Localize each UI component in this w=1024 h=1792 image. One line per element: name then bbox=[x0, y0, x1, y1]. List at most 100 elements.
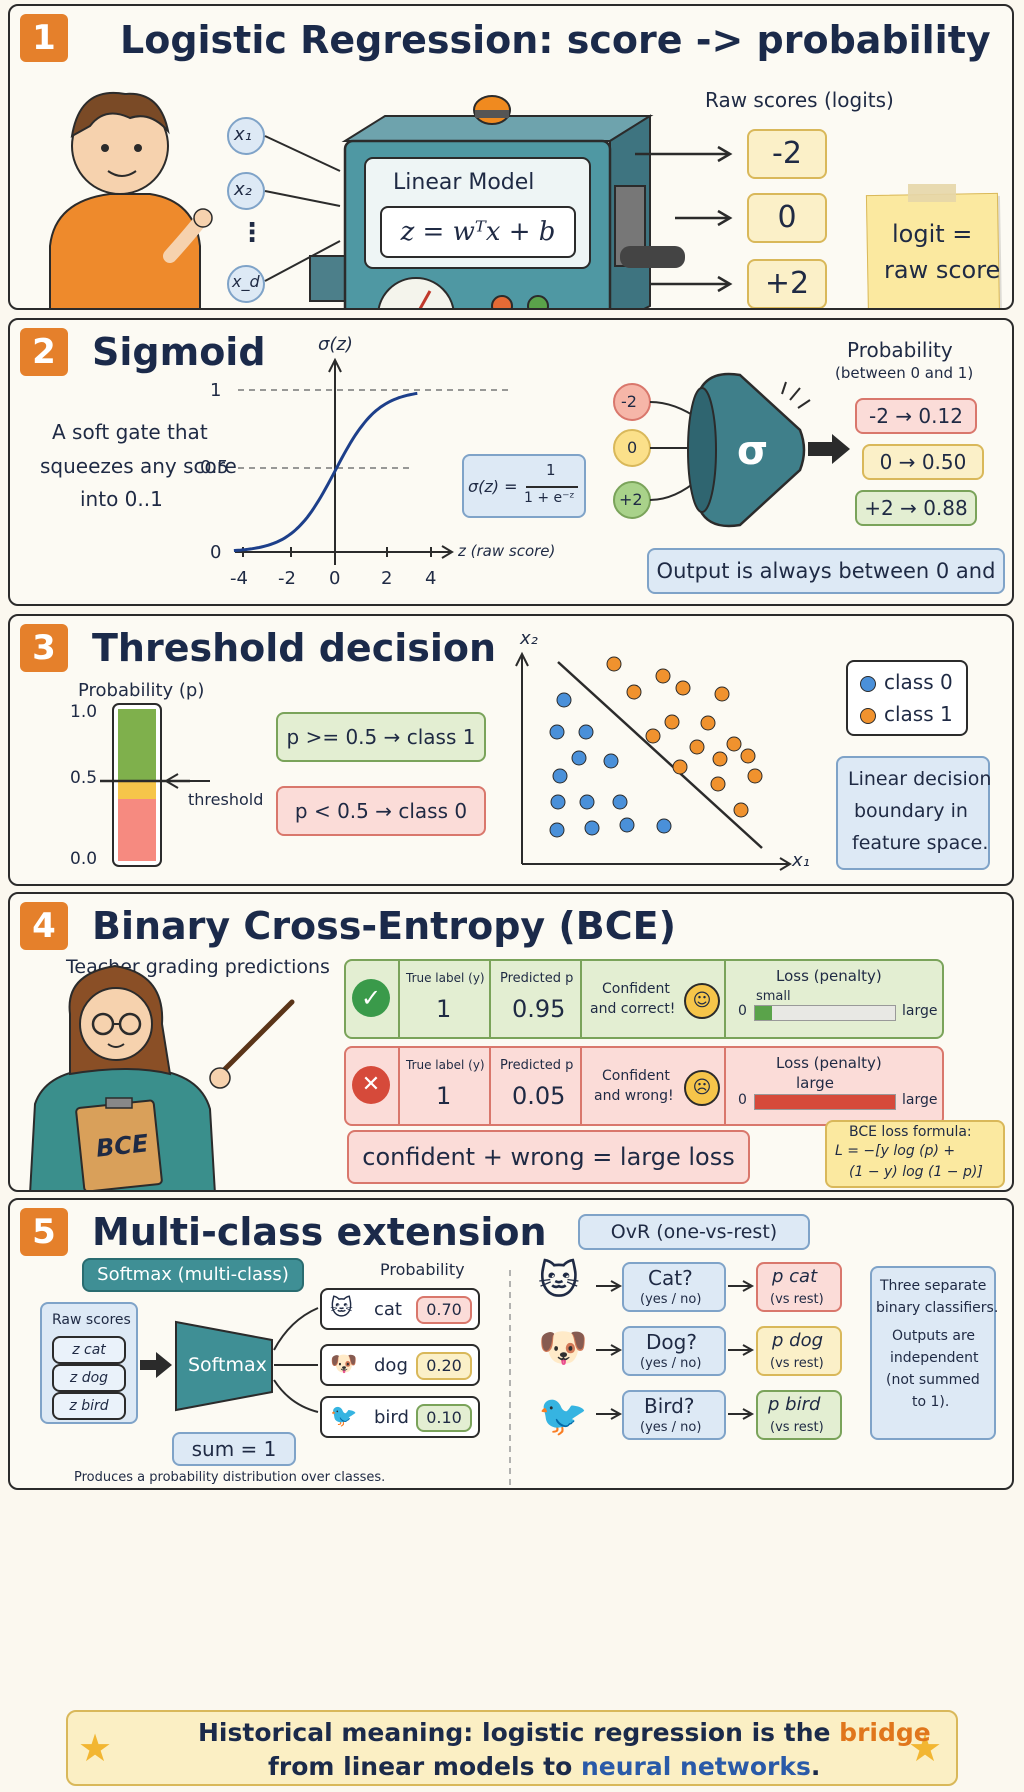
x-tick-2: 2 bbox=[381, 568, 393, 589]
ovr-note-line6: to 1). bbox=[912, 1394, 950, 1410]
sigmoid-curve bbox=[233, 391, 418, 553]
loss-word: large bbox=[796, 1074, 835, 1092]
class1-point bbox=[672, 759, 688, 775]
bar-title: Probability (p) bbox=[78, 680, 205, 701]
sigmoid-gate-drawing bbox=[613, 372, 850, 528]
class0-point bbox=[550, 794, 566, 810]
class0-point bbox=[549, 822, 565, 838]
ovr-bird-output: p bird (vs rest) bbox=[756, 1390, 842, 1440]
class1-point bbox=[626, 684, 642, 700]
panel-logistic-regression: 1 Logistic Regression: score -> probabil… bbox=[8, 4, 1014, 310]
threshold-label: threshold bbox=[188, 790, 264, 809]
classifier-question: Bird? bbox=[644, 1394, 695, 1418]
score-neg2: -2 bbox=[747, 129, 827, 179]
x-tick-4: 4 bbox=[425, 568, 437, 589]
input-x2: x₂ bbox=[234, 179, 252, 200]
ovr-bird-classifier: Bird? (yes / no) bbox=[622, 1390, 726, 1440]
class1-point bbox=[714, 686, 730, 702]
class0-point bbox=[584, 820, 600, 836]
teacher-illustration bbox=[29, 964, 295, 1190]
output-neg2: -2 → 0.12 bbox=[855, 398, 977, 434]
input-circles bbox=[227, 117, 265, 303]
x2-label: x₂ bbox=[520, 628, 538, 649]
happy-face-icon: ☺ bbox=[684, 983, 720, 1019]
class-prob: 0.20 bbox=[416, 1352, 472, 1380]
panel-title: Threshold decision bbox=[92, 626, 497, 670]
loss-word: small bbox=[756, 989, 791, 1004]
class1-point bbox=[664, 714, 680, 730]
classifier-question: Dog? bbox=[646, 1330, 697, 1354]
scatter-plot bbox=[515, 651, 792, 871]
class0-point bbox=[612, 794, 628, 810]
x-tick-neg2: -2 bbox=[278, 568, 296, 589]
class-name: bird bbox=[374, 1407, 409, 1428]
rule-class0: p < 0.5 → class 0 bbox=[276, 786, 486, 836]
bird-icon: 🐦 bbox=[330, 1404, 358, 1429]
loss-bar-track bbox=[754, 1005, 896, 1021]
banner-line2: from linear models to neural networks. bbox=[268, 1752, 820, 1781]
check-icon: ✓ bbox=[352, 979, 390, 1017]
legend-dot-class1 bbox=[860, 708, 876, 724]
prediction-row-correct: ✓ True label (y) 1 Predicted p 0.95 Conf… bbox=[344, 959, 944, 1039]
banner-nn-words: neural networks bbox=[581, 1752, 811, 1781]
y-tick-1: 1 bbox=[210, 380, 222, 401]
output-prob: p cat bbox=[772, 1266, 818, 1287]
panel-threshold: 3 Threshold decision Probability (p) 1.0… bbox=[8, 614, 1014, 886]
softmax-drawing bbox=[140, 1270, 511, 1485]
input-dots: ⋮ bbox=[239, 218, 265, 248]
class-row-bird: 🐦 bird 0.10 bbox=[320, 1396, 480, 1438]
cat-icon: 🐱 bbox=[330, 1296, 353, 1321]
output-prob: p dog bbox=[772, 1330, 824, 1351]
ovr-cat-output: p cat (vs rest) bbox=[756, 1262, 842, 1312]
bce-formula-note: BCE loss formula: L = −[y log (p) + (1 −… bbox=[825, 1120, 1005, 1188]
note-line1: logit = bbox=[892, 220, 973, 248]
loss-title: Loss (penalty) bbox=[776, 967, 882, 985]
loss-bar-track bbox=[754, 1094, 896, 1110]
step-number: 3 bbox=[20, 624, 68, 672]
sigmoid-note: Output is always between 0 and 1. bbox=[647, 548, 1005, 604]
class1-point bbox=[733, 802, 749, 818]
linear-model-machine bbox=[309, 95, 685, 308]
probability-title: Probability bbox=[847, 338, 953, 362]
desc-line2: squeezes any score bbox=[40, 454, 237, 478]
cross-icon: ✕ bbox=[352, 1066, 390, 1104]
class0-point bbox=[552, 768, 568, 784]
raw-score-dog: z dog bbox=[52, 1364, 126, 1392]
loss-lo: 0 bbox=[738, 1003, 747, 1019]
prediction-row-wrong: ✕ True label (y) 1 Predicted p 0.05 Conf… bbox=[344, 1046, 944, 1126]
loss-hi: large bbox=[902, 1003, 938, 1019]
input-x1: x₁ bbox=[234, 124, 252, 145]
formula-title: BCE loss formula: bbox=[849, 1124, 972, 1140]
note-line3: feature space. bbox=[852, 832, 989, 854]
class1-point bbox=[675, 680, 691, 696]
fraction-bar bbox=[526, 486, 578, 488]
dog-icon: 🐶 bbox=[330, 1352, 358, 1377]
ovr-arrows bbox=[596, 1280, 755, 1420]
predicted-heading: Predicted p bbox=[500, 1058, 574, 1073]
class1-point bbox=[645, 728, 661, 744]
class1-point bbox=[726, 736, 742, 752]
x-axis-label: z (raw score) bbox=[458, 542, 556, 560]
class1-point bbox=[712, 751, 728, 767]
class0-point bbox=[549, 724, 565, 740]
true-label-heading: True label (y) bbox=[406, 971, 485, 985]
panel1-drawing bbox=[49, 91, 733, 308]
clipboard-label: BCE bbox=[94, 1129, 150, 1163]
sigma-symbol: σ bbox=[737, 428, 769, 474]
class1-point bbox=[655, 668, 671, 684]
verdict-line2: and correct! bbox=[590, 1001, 676, 1017]
classifier-yesno: (yes / no) bbox=[640, 1292, 702, 1307]
tape bbox=[908, 184, 956, 202]
output-prob: p bird bbox=[768, 1394, 821, 1415]
classifier-yesno: (yes / no) bbox=[640, 1356, 702, 1371]
machine-label: Linear Model bbox=[393, 170, 535, 195]
panel-multiclass: 5 Multi-class extension Softmax (multi-c… bbox=[8, 1198, 1014, 1490]
divider bbox=[489, 961, 491, 1037]
output-pos2: +2 → 0.88 bbox=[855, 490, 977, 526]
bce-summary: confident + wrong = large loss bbox=[347, 1130, 750, 1184]
class-name: cat bbox=[374, 1299, 402, 1320]
divider bbox=[724, 1048, 726, 1124]
predicted-value: 0.05 bbox=[512, 1082, 566, 1110]
class1-point bbox=[689, 739, 705, 755]
true-label-value: 1 bbox=[436, 995, 452, 1023]
